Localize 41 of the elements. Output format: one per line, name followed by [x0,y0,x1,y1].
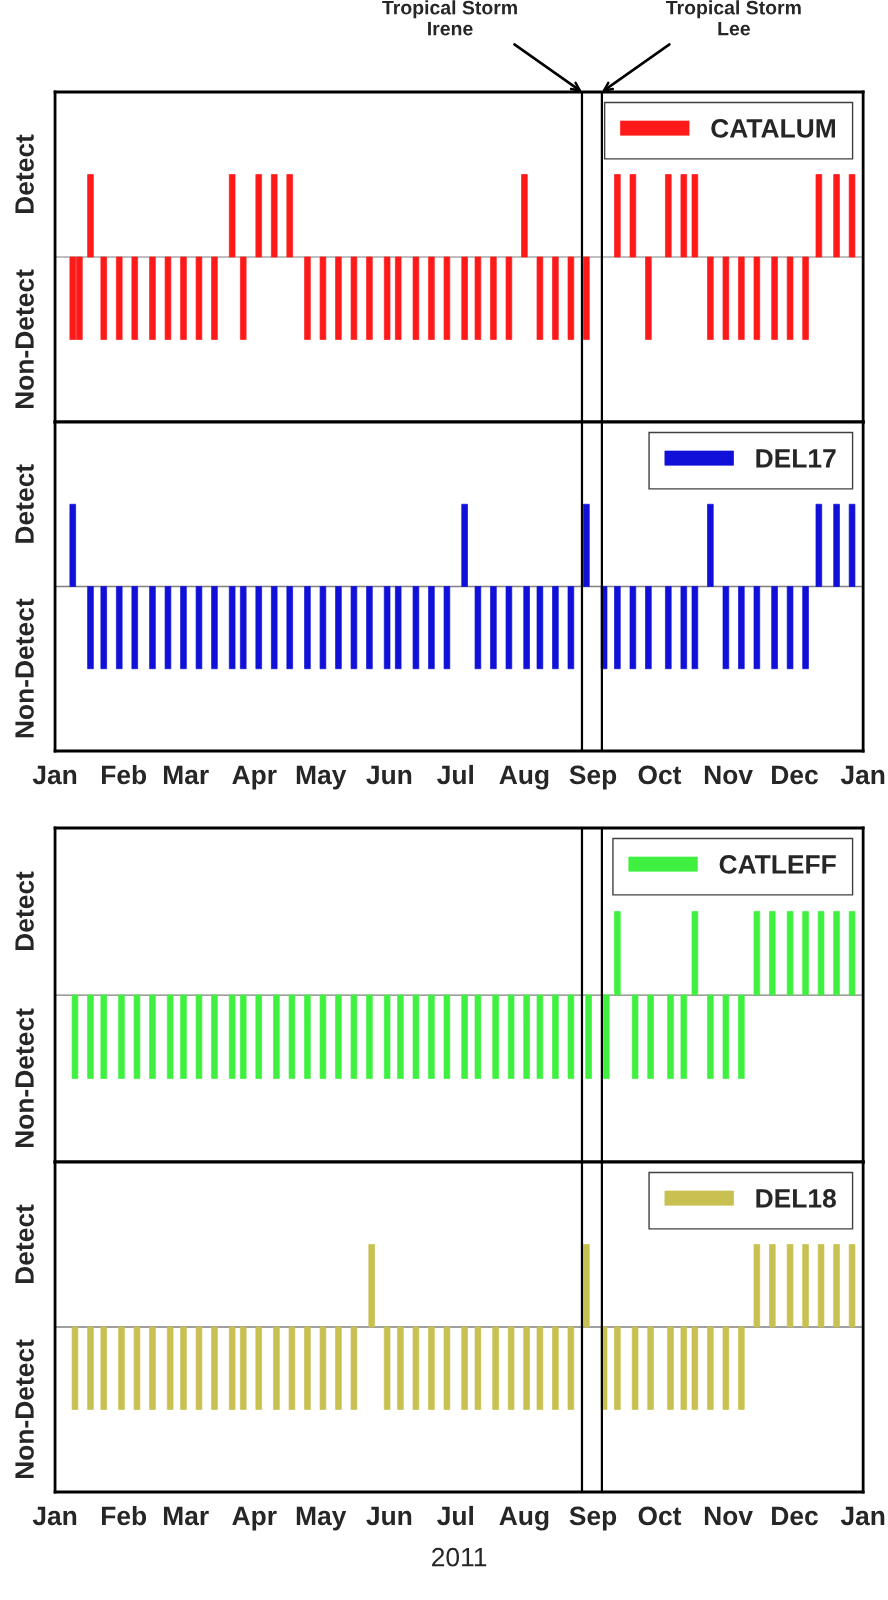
x-tick-label: Mar [163,1506,209,1526]
text: Detect [15,464,34,543]
ref-line-label: Tropical Storm Lee [665,0,801,36]
x-tick-label: Oct [638,1506,682,1526]
legend-label: DEL17 [756,449,836,468]
x-axis-title: 2011 [432,1547,487,1567]
x-tick-label: Jul [437,1505,473,1526]
x-tick-label: Apr [232,765,277,790]
legend-label: DEL18 [756,1189,836,1208]
x-tick-label: May [296,765,347,790]
x-tick-label: Oct [638,765,682,785]
x-tick-label: Jan [840,1506,885,1526]
x-tick-label: Feb [102,764,147,785]
text: Non-Detect [15,598,34,738]
x-tick-label: Mar [163,765,209,785]
x-tick-label: Dec [772,1506,818,1526]
x-tick-label: Dec [772,765,818,785]
text: Non-Detect [15,269,34,409]
x-tick-label: Jan [32,1506,77,1526]
x-tick-label: Nov [704,1506,753,1526]
x-tick-label: Sep [569,1506,617,1531]
x-tick-label: Aug [499,765,549,790]
x-tick-label: Apr [232,1506,277,1531]
x-tick-label: Nov [704,765,753,785]
x-tick-label: Jun [366,1506,412,1526]
x-tick-label: Feb [102,1505,147,1526]
x-tick-label: Aug [499,1506,549,1531]
text: Non-Detect [15,1339,34,1479]
x-tick-label: Jul [437,764,473,785]
legend-label: CATALUM [711,119,835,138]
x-tick-label: Jun [366,765,412,785]
text: Detect [15,1204,34,1284]
x-tick-label: Jan [840,765,885,785]
x-tick-label: Jan [32,765,77,785]
x-tick-label: May [296,1506,347,1531]
text: Detect [15,871,34,951]
text: Non-Detect [15,1008,34,1148]
legend-label: CATLEFF [719,855,836,874]
x-tick-label: Sep [569,765,617,790]
ref-line-label: Tropical Storm Irene [382,0,517,36]
text: Detect [15,134,34,214]
